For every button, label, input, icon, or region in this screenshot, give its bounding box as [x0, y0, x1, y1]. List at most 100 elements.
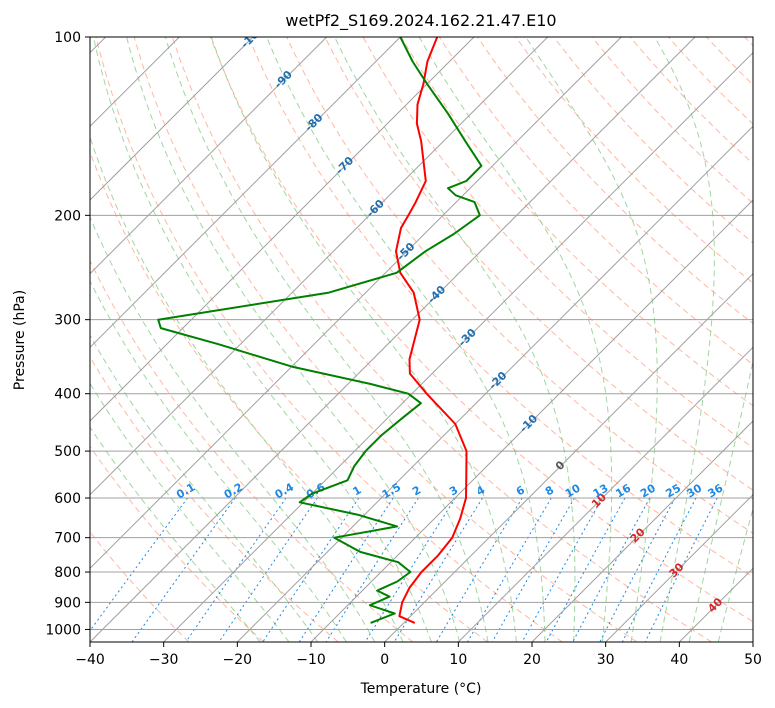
isotherm-line: [384, 272, 753, 642]
mixing-ratio-line: [185, 497, 287, 642]
x-tick-label: −10: [296, 652, 326, 668]
isotherm-line: [90, 37, 475, 422]
isotherm-line: [605, 493, 753, 642]
dry-adiabat: [95, 37, 563, 642]
y-tick-label: 200: [54, 208, 81, 224]
temperature-profile-line: [395, 37, 468, 624]
mixing-ratio-line: [298, 497, 394, 642]
x-tick-label: −30: [149, 652, 179, 668]
isotherm-label: -80: [302, 111, 325, 134]
mixing-ratio-label: 4: [474, 483, 487, 498]
mixing-ratio-label: 6: [514, 483, 527, 498]
moist-adiabat: [717, 506, 753, 642]
x-tick-label: 20: [523, 652, 541, 668]
x-tick-label: 50: [744, 652, 762, 668]
moist-adiabat: [654, 37, 715, 642]
y-tick-label: 400: [54, 387, 81, 403]
mixing-ratio-line: [545, 497, 626, 642]
isotherm-line: [90, 37, 622, 570]
x-tick-label: 10: [449, 652, 467, 668]
dry-adiabat: [591, 37, 753, 204]
moist-adiabat: [92, 37, 432, 642]
moist-adiabat: [90, 382, 290, 642]
moist-adiabat: [90, 426, 261, 642]
y-axis-label: Pressure (hPa): [12, 290, 28, 390]
dry-adiabat: [400, 37, 753, 407]
y-axis: 100 200 300 400 500 600 700 800 900 1000: [45, 30, 90, 638]
chart-title: wetPf2_S169.2024.162.21.47.E10: [285, 11, 556, 31]
dry-adiabat: [668, 37, 753, 125]
dry-adiabat: [744, 37, 753, 47]
isotherm-line: [90, 37, 696, 642]
dry-adiabat: [90, 531, 190, 642]
isotherm-line: [457, 346, 753, 642]
background-lines: [90, 37, 753, 642]
mixing-ratio-line: [262, 497, 360, 642]
y-tick-label: 900: [54, 595, 81, 611]
moist-adiabat: [164, 37, 489, 642]
moist-adiabat: [688, 358, 753, 642]
isotherm-line: [163, 51, 753, 642]
dry-adiabat: [90, 259, 414, 642]
isotherm-line: [236, 125, 753, 642]
moist-adiabat: [90, 334, 319, 642]
mixing-ratio-label: 1: [350, 483, 363, 498]
isotherm-line: [90, 37, 549, 496]
dry-adiabat: [210, 37, 753, 623]
isotherm-line: [531, 420, 753, 642]
isotherm-line: [678, 567, 753, 642]
mixing-ratio-line: [572, 497, 651, 642]
moist-adiabat: [90, 135, 404, 642]
y-tick-label: 700: [54, 531, 81, 547]
dry-adiabat: [90, 150, 488, 642]
x-axis: −40 −30 −20 −10 0 10 20 30 40 50: [75, 642, 762, 668]
x-tick-label: 0: [380, 652, 389, 668]
y-tick-label: 600: [54, 491, 81, 507]
mixing-ratio-line: [644, 497, 718, 642]
moist-adiabat: [90, 215, 376, 642]
y-tick-label: 100: [54, 30, 81, 46]
profile-lines: [157, 37, 483, 624]
isotherm-label: -20: [486, 369, 509, 392]
x-tick-label: 40: [670, 652, 688, 668]
dry-adiabat: [324, 37, 753, 491]
dry-adiabat: [515, 37, 753, 284]
y-tick-label: 800: [54, 565, 81, 581]
mixing-ratio-line: [621, 497, 697, 642]
dry-adiabat: [629, 37, 753, 165]
mixing-ratio-line: [131, 497, 236, 642]
y-tick-label: 1000: [45, 622, 81, 638]
isotherm-line: [752, 641, 753, 642]
dry-adiabat: [248, 37, 753, 578]
dry-adiabat: [477, 37, 753, 325]
mixing-ratio-label: 8: [543, 483, 556, 498]
plot-frame: [89, 36, 754, 643]
mixing-ratio-line: [325, 497, 419, 642]
isotherm-line: [90, 37, 254, 201]
mixing-ratio-line: [521, 497, 603, 642]
mixing-ratio-line: [364, 497, 456, 642]
mixing-ratio-line: [599, 497, 676, 642]
x-tick-label: 30: [597, 652, 615, 668]
x-tick-label: −20: [223, 652, 253, 668]
y-tick-label: 300: [54, 313, 81, 329]
isotherm-label: 40: [705, 595, 725, 615]
mixing-ratio-label: 2: [410, 483, 423, 498]
dewpoint-profile-line: [157, 37, 483, 624]
moist-adiabat: [210, 37, 517, 642]
dry-adiabat: [706, 37, 753, 86]
x-tick-label: −40: [75, 652, 105, 668]
moist-adiabat: [525, 37, 658, 642]
dry-adiabat: [171, 37, 712, 642]
dry-adiabat: [90, 356, 339, 642]
isotherm-line: [90, 37, 401, 349]
moist-adiabat: [334, 37, 576, 642]
mixing-ratio-label: 3: [447, 483, 460, 498]
mixing-ratio-line: [218, 497, 318, 642]
moist-adiabat: [126, 37, 461, 642]
dry-adiabat: [438, 37, 753, 366]
moist-adiabat: [266, 37, 546, 642]
isotherm-line: [90, 37, 328, 275]
isotherm-line: [310, 199, 753, 642]
